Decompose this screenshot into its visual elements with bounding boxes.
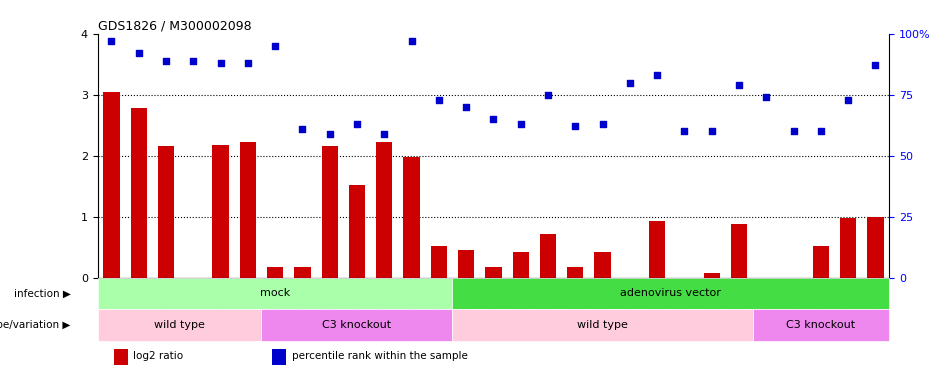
Bar: [267, 267, 283, 278]
Bar: [349, 185, 365, 278]
Point: [868, 62, 883, 68]
Point: [186, 57, 201, 63]
Bar: [239, 142, 256, 278]
Text: genotype/variation ▶: genotype/variation ▶: [0, 320, 71, 330]
Point: [677, 128, 692, 134]
Point: [623, 80, 638, 86]
Text: wild type: wild type: [155, 320, 205, 330]
Point: [459, 104, 474, 110]
Point: [268, 43, 283, 49]
Bar: [403, 158, 420, 278]
Bar: [513, 252, 529, 278]
Bar: [458, 250, 474, 278]
Point: [431, 97, 446, 103]
Text: wild type: wild type: [577, 320, 628, 330]
Point: [650, 72, 665, 78]
Bar: [376, 142, 393, 278]
Point: [759, 94, 774, 100]
Point: [213, 60, 228, 66]
Point: [513, 121, 528, 127]
Point: [349, 121, 364, 127]
Point: [377, 131, 392, 137]
Bar: [98, 278, 452, 309]
Text: GDS1826 / M300002098: GDS1826 / M300002098: [98, 20, 251, 33]
Bar: [272, 349, 286, 365]
Bar: [567, 267, 584, 278]
Bar: [114, 349, 128, 365]
Point: [104, 38, 119, 44]
Text: log2 ratio: log2 ratio: [133, 351, 183, 361]
Bar: [485, 267, 502, 278]
Bar: [294, 267, 311, 278]
Point: [568, 123, 583, 129]
Bar: [130, 108, 147, 278]
Bar: [157, 147, 174, 278]
Point: [486, 116, 501, 122]
Point: [841, 97, 856, 103]
Bar: [212, 145, 229, 278]
Point: [732, 82, 747, 88]
Text: percentile rank within the sample: percentile rank within the sample: [291, 351, 467, 361]
Point: [595, 121, 610, 127]
Point: [158, 57, 173, 63]
Point: [704, 128, 719, 134]
Bar: [649, 221, 666, 278]
Bar: [98, 309, 262, 341]
Point: [322, 131, 337, 137]
Point: [404, 38, 419, 44]
Bar: [731, 224, 748, 278]
Point: [786, 128, 801, 134]
Bar: [752, 309, 889, 341]
Point: [295, 126, 310, 132]
Point: [240, 60, 255, 66]
Bar: [262, 309, 452, 341]
Bar: [103, 92, 119, 278]
Text: C3 knockout: C3 knockout: [322, 320, 392, 330]
Bar: [704, 273, 720, 278]
Bar: [431, 246, 447, 278]
Point: [541, 92, 556, 98]
Text: C3 knockout: C3 knockout: [787, 320, 856, 330]
Bar: [540, 234, 556, 278]
Point: [814, 128, 829, 134]
Point: [131, 50, 146, 56]
Text: infection ▶: infection ▶: [14, 288, 71, 298]
Bar: [321, 147, 338, 278]
Bar: [840, 218, 857, 278]
Text: adenovirus vector: adenovirus vector: [620, 288, 722, 298]
Bar: [868, 217, 884, 278]
Bar: [813, 246, 830, 278]
Text: mock: mock: [260, 288, 290, 298]
Bar: [452, 278, 889, 309]
Bar: [594, 252, 611, 278]
Bar: [452, 309, 752, 341]
